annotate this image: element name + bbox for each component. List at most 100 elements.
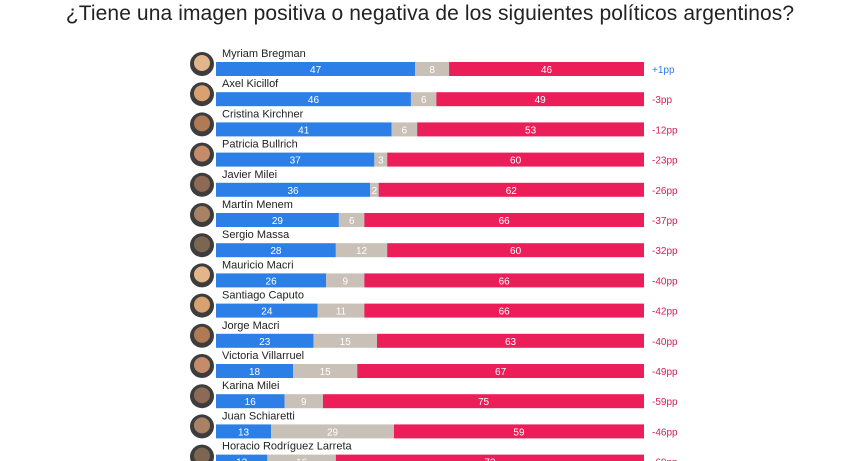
- difference-label: -37pp: [652, 216, 678, 227]
- difference-label: +1pp: [652, 65, 675, 76]
- politician-name: Sergio Massa: [222, 229, 290, 241]
- neutral-label: 29: [327, 427, 339, 438]
- difference-label: -42pp: [652, 307, 678, 318]
- negative-label: 66: [499, 276, 511, 287]
- negative-segment: [377, 333, 644, 348]
- positive-label: 26: [266, 276, 278, 287]
- positive-label: 37: [290, 156, 302, 167]
- neutral-label: 12: [356, 246, 368, 257]
- negative-segment: [323, 394, 644, 409]
- positive-segment: [216, 62, 416, 76]
- positive-segment: [216, 213, 339, 227]
- politician-name: Myriam Bregman: [222, 48, 306, 60]
- positive-segment: [216, 454, 268, 461]
- neutral-segment: [293, 364, 358, 378]
- neutral-label: 9: [301, 397, 307, 408]
- neutral-label: 15: [340, 337, 352, 348]
- negative-label: 66: [499, 307, 511, 318]
- neutral-label: 6: [349, 216, 355, 227]
- neutral-segment: [317, 303, 365, 318]
- neutral-label: 8: [429, 65, 435, 76]
- neutral-segment: [415, 62, 450, 76]
- avatar-face-5: [194, 206, 210, 222]
- negative-segment: [357, 364, 644, 378]
- difference-label: -12pp: [652, 125, 678, 136]
- negative-label: 59: [513, 427, 525, 438]
- positive-label: 18: [249, 367, 261, 378]
- avatar-face-10: [194, 357, 210, 373]
- positive-label: 46: [308, 95, 320, 106]
- politician-name: Karina Milei: [222, 380, 279, 392]
- chart-area: Myriam Bregman 47 8 46 +1pp Axel Kicillof 46 6 4…: [180, 42, 680, 461]
- neutral-segment: [370, 182, 379, 197]
- positive-segment: [216, 303, 318, 318]
- politician-name: Santiago Caputo: [222, 290, 304, 302]
- difference-label: -49pp: [652, 367, 678, 378]
- neutral-segment: [338, 213, 365, 227]
- difference-label: -26pp: [652, 186, 678, 197]
- neutral-label: 6: [402, 125, 408, 136]
- neutral-label: 9: [342, 276, 348, 287]
- positive-label: 28: [270, 246, 282, 257]
- positive-label: 23: [259, 337, 271, 348]
- negative-segment: [436, 92, 644, 107]
- neutral-segment: [391, 122, 418, 137]
- positive-segment: [216, 273, 327, 288]
- positive-segment: [216, 364, 294, 378]
- negative-segment: [387, 243, 644, 258]
- difference-label: -3pp: [652, 95, 672, 106]
- avatar-face-12: [194, 417, 210, 434]
- negative-segment: [364, 273, 644, 288]
- avatar-face-1: [194, 85, 210, 102]
- difference-label: -40pp: [652, 276, 678, 287]
- difference-label: -46pp: [652, 427, 678, 438]
- positive-segment: [216, 424, 272, 439]
- stacked-bar-chart: Myriam Bregman 47 8 46 +1pp Axel Kicillof 46 6 4…: [190, 48, 678, 461]
- politician-name: Cristina Kirchner: [222, 108, 304, 120]
- politician-name: Horacio Rodríguez Larreta: [222, 441, 353, 453]
- positive-segment: [216, 92, 411, 107]
- difference-label: -32pp: [652, 246, 678, 257]
- politician-name: Victoria Villarruel: [222, 350, 304, 362]
- negative-label: 63: [505, 337, 517, 348]
- neutral-label: 16: [296, 458, 308, 461]
- negative-label: 72: [484, 458, 496, 461]
- negative-label: 49: [535, 95, 547, 106]
- negative-label: 53: [525, 125, 537, 136]
- positive-label: 41: [298, 125, 310, 136]
- negative-segment: [378, 182, 644, 197]
- avatar-face-6: [194, 236, 210, 253]
- neutral-segment: [410, 92, 437, 107]
- negative-segment: [364, 303, 644, 318]
- politician-name: Juan Schiaretti: [222, 410, 295, 422]
- politician-name: Javier Milei: [222, 169, 277, 181]
- positive-segment: [216, 333, 314, 348]
- negative-label: 46: [541, 65, 553, 76]
- negative-label: 62: [506, 186, 518, 197]
- negative-label: 60: [510, 246, 522, 257]
- positive-label: 24: [261, 307, 273, 318]
- positive-label: 36: [287, 186, 299, 197]
- negative-segment: [335, 454, 644, 461]
- avatar-face-9: [194, 326, 210, 343]
- neutral-label: 2: [372, 186, 378, 197]
- politician-name: Jorge Macri: [222, 320, 279, 332]
- neutral-segment: [271, 424, 394, 439]
- positive-segment: [216, 152, 375, 167]
- difference-label: -60pp: [652, 458, 678, 461]
- avatar-face-2: [194, 115, 210, 132]
- negative-segment: [417, 122, 644, 137]
- neutral-label: 3: [378, 156, 384, 167]
- chart-title: ¿Tiene una imagen positiva o negativa de…: [65, 2, 795, 25]
- neutral-segment: [313, 333, 378, 348]
- difference-label: -40pp: [652, 337, 678, 348]
- positive-segment: [216, 394, 285, 409]
- difference-label: -23pp: [652, 156, 678, 167]
- neutral-segment: [374, 152, 388, 167]
- avatar-face-3: [194, 145, 210, 162]
- negative-segment: [387, 152, 644, 167]
- neutral-segment: [267, 454, 336, 461]
- positive-label: 29: [272, 216, 284, 227]
- politician-name: Patricia Bullrich: [222, 139, 298, 151]
- difference-label: -59pp: [652, 397, 678, 408]
